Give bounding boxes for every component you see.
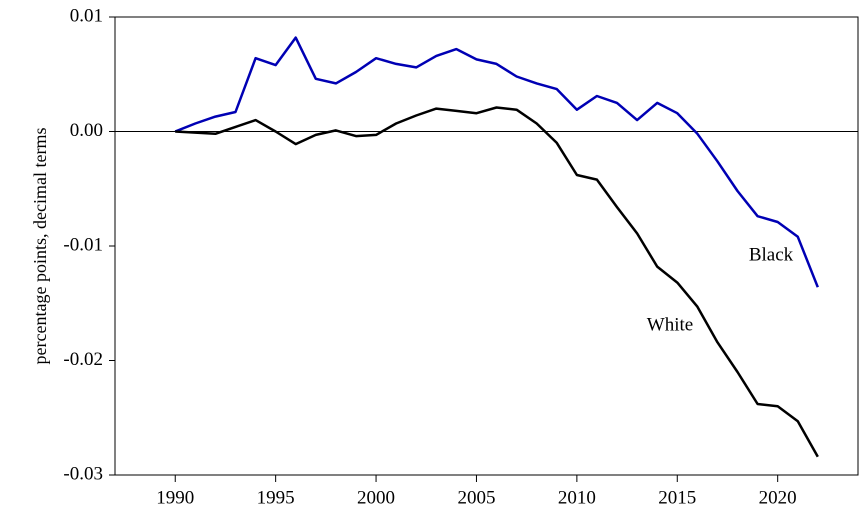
x-tick-label: 2010 — [558, 487, 596, 508]
y-tick-label: -0.03 — [63, 463, 103, 484]
series-label: White — [647, 314, 693, 335]
y-axis-label: percentage points, decimal terms — [30, 128, 50, 365]
x-tick-label: 2015 — [658, 487, 696, 508]
y-tick-label: 0.00 — [70, 120, 103, 141]
y-tick-label: 0.01 — [70, 5, 103, 26]
series-line — [175, 106, 819, 458]
series-line — [174, 36, 819, 288]
x-tick-label: 1995 — [257, 487, 295, 508]
x-tick-label: 2000 — [357, 487, 395, 508]
y-tick-label: -0.02 — [63, 349, 103, 370]
x-tick-label: 2005 — [457, 487, 495, 508]
x-tick-label: 2020 — [759, 487, 797, 508]
plot-frame — [114, 16, 859, 476]
x-tick-label: 1990 — [156, 487, 194, 508]
series-label: Black — [749, 244, 794, 265]
y-tick-label: -0.01 — [63, 234, 103, 255]
